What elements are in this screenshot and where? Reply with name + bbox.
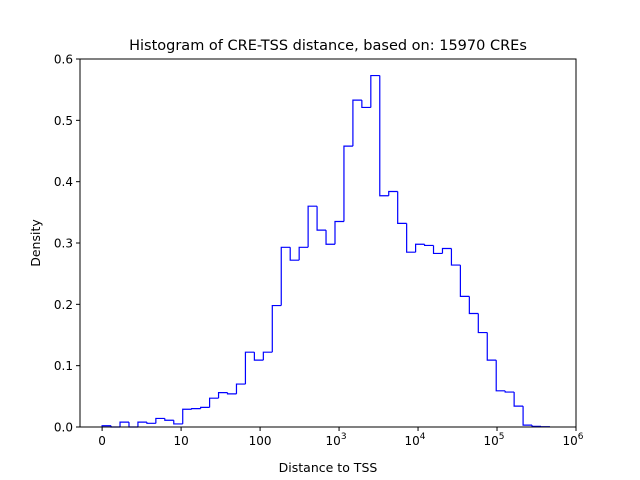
hist-bin: [477, 313, 488, 334]
hist-bin: [415, 243, 425, 253]
x-tick-label: 104: [405, 432, 426, 448]
y-axis: 0.0 0.1 0.2 0.3 0.4 0.5 0.6: [54, 53, 80, 435]
hist-bin: [513, 392, 524, 407]
x-tick-label: 106: [562, 432, 583, 448]
histogram-steps: [101, 74, 551, 428]
x-tick-label: 105: [484, 432, 505, 448]
y-tick-label: 0.4: [54, 175, 73, 189]
hist-bin: [406, 223, 416, 253]
hist-bin: [191, 408, 201, 410]
hist-bin: [468, 296, 479, 315]
hist-bin: [298, 246, 309, 261]
hist-bin: [182, 408, 192, 424]
y-tick-label: 0.6: [54, 53, 73, 67]
hist-bin: [280, 246, 291, 306]
hist-bin: [388, 190, 398, 196]
y-tick-label: 0.3: [54, 237, 73, 251]
hist-bin: [235, 383, 246, 394]
y-tick-label: 0.2: [54, 298, 73, 312]
x-axis-label: Distance to TSS: [279, 460, 378, 475]
x-tick-exponent: 3: [341, 432, 347, 442]
x-tick-exponent: 5: [499, 432, 505, 442]
hist-bin: [361, 100, 371, 109]
hist-bin: [271, 304, 282, 353]
hist-bin: [244, 351, 255, 385]
hist-bin: [352, 99, 362, 147]
x-tick-label: 0: [98, 434, 106, 448]
hist-bin: [155, 417, 165, 424]
chart-title: Histogram of CRE-TSS distance, based on:…: [129, 38, 527, 54]
x-tick-label: 100: [249, 434, 272, 448]
hist-bin: [262, 351, 273, 361]
hist-bin: [495, 360, 506, 392]
hist-bin: [397, 191, 407, 224]
hist-bin: [208, 397, 219, 408]
x-axis: 0 10 100 103 104 105 106: [98, 427, 584, 448]
hist-bin: [253, 352, 264, 361]
hist-bin: [522, 406, 533, 426]
hist-bin: [226, 392, 237, 395]
x-tick-label: 103: [326, 432, 347, 448]
hist-bin: [486, 332, 497, 361]
hist-bin: [432, 245, 443, 255]
hist-bin: [325, 230, 335, 245]
x-tick-exponent: 6: [578, 432, 584, 442]
hist-bin: [119, 421, 129, 427]
hist-bin: [173, 420, 183, 425]
hist-bin: [316, 206, 327, 231]
y-axis-label: Density: [28, 219, 43, 267]
hist-bin: [217, 392, 228, 399]
y-tick-label: 0.5: [54, 114, 73, 128]
hist-bin: [343, 145, 353, 222]
hist-bin: [334, 220, 344, 245]
y-tick-label: 0.1: [54, 359, 73, 373]
hist-bin: [200, 406, 210, 409]
hist-bin: [128, 422, 138, 428]
hist-bin: [146, 422, 156, 424]
hist-bin: [379, 75, 389, 197]
x-tick-label: 10: [173, 434, 188, 448]
hist-bin: [531, 425, 541, 427]
y-tick-label: 0.0: [54, 421, 73, 435]
hist-bin: [137, 421, 147, 427]
plot-frame: [79, 58, 577, 428]
hist-bin: [164, 418, 174, 421]
hist-bin: [504, 390, 515, 393]
hist-bin: [370, 74, 380, 108]
hist-bin: [450, 248, 461, 266]
hist-bin: [423, 244, 434, 247]
x-tick-exponent: 4: [420, 432, 426, 442]
hist-bin: [307, 205, 318, 248]
hist-bin: [441, 247, 452, 254]
hist-bin: [459, 265, 470, 297]
hist-bin: [289, 247, 300, 261]
